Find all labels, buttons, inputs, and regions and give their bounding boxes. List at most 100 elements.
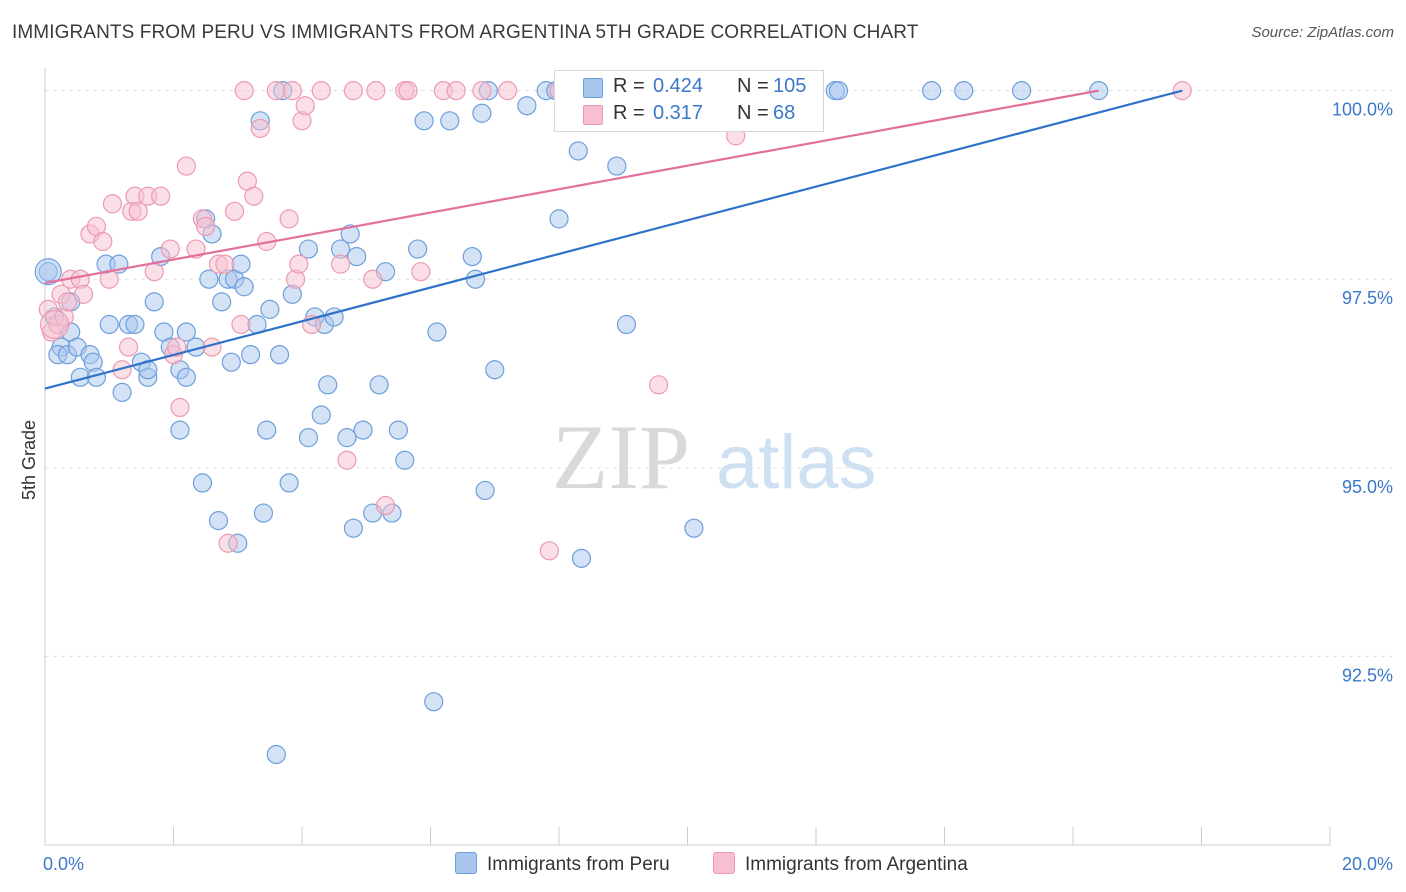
point-peru	[549, 209, 569, 229]
point-argentina	[343, 81, 363, 101]
point-peru	[517, 96, 537, 116]
point-peru	[414, 111, 434, 131]
point-argentina	[411, 262, 431, 282]
point-peru	[462, 246, 482, 267]
watermark-atlas: atlas	[716, 420, 877, 505]
chart-title: IMMIGRANTS FROM PERU VS IMMIGRANTS FROM …	[12, 22, 919, 43]
watermark: ZIP atlas	[552, 406, 877, 508]
point-peru	[253, 503, 274, 523]
bottom-legend-peru[interactable]: Immigrants from Peru	[455, 852, 670, 876]
point-argentina	[366, 81, 386, 101]
bottom-legend-label-argentina: Immigrants from Argentina	[745, 854, 968, 875]
point-argentina	[196, 216, 216, 237]
point-argentina	[151, 186, 171, 206]
point-argentina	[266, 81, 286, 101]
point-peru	[472, 103, 492, 123]
point-argentina	[215, 254, 235, 274]
point-peru	[170, 420, 190, 440]
point-peru	[337, 428, 357, 448]
point-argentina	[363, 269, 383, 289]
point-peru	[176, 367, 196, 387]
source-credit: Source: ZipAtlas.com	[1251, 24, 1394, 41]
point-peru	[440, 111, 460, 131]
point-argentina	[57, 292, 78, 312]
point-peru	[353, 420, 373, 440]
point-peru	[347, 246, 367, 267]
point-argentina	[498, 81, 518, 101]
point-peru	[208, 511, 229, 531]
point-peru	[99, 314, 119, 335]
point-peru	[424, 692, 444, 712]
point-argentina	[38, 299, 58, 319]
point-argentina	[279, 209, 299, 229]
point-argentina	[73, 284, 94, 304]
point-argentina	[144, 262, 164, 282]
legend-row-argentina: R = 0.317 N = 68	[555, 100, 823, 128]
point-argentina	[472, 81, 492, 101]
point-argentina	[118, 337, 139, 357]
point-peru	[616, 314, 637, 335]
legend-n-label: N =	[737, 75, 769, 97]
point-peru	[298, 239, 319, 259]
point-peru	[395, 450, 415, 470]
point-peru	[192, 473, 213, 493]
point-argentina	[40, 309, 70, 340]
point-argentina	[244, 186, 264, 206]
point-argentina	[250, 118, 270, 138]
point-argentina	[102, 194, 123, 214]
legend-r-value: 0.424	[653, 75, 704, 97]
tick-labels: 100.0% 97.5% 95.0% 92.5% 0.0% 20.0%	[43, 100, 1393, 874]
bottom-legend-argentina[interactable]: Immigrants from Argentina	[713, 852, 968, 876]
trend-line-argentina	[44, 89, 1099, 285]
point-peru	[568, 141, 588, 161]
point-argentina	[446, 81, 466, 101]
point-argentina	[231, 314, 251, 335]
point-peru	[199, 269, 219, 289]
point-argentina	[375, 495, 396, 516]
legend-n-value: 68	[773, 102, 796, 124]
point-argentina	[218, 533, 238, 553]
legend-swatch-peru	[583, 78, 603, 98]
bottom-legend-label-peru: Immigrants from Peru	[487, 854, 670, 875]
trend-lines	[44, 89, 1183, 390]
legend-r-label: R =	[613, 102, 645, 124]
point-peru	[408, 239, 428, 259]
y-tick-label: 100.0%	[1332, 100, 1393, 120]
watermark-zip: ZIP	[552, 406, 690, 508]
point-peru	[241, 345, 261, 365]
point-peru	[318, 375, 338, 395]
point-peru	[221, 352, 241, 372]
bottom-legend-swatch-peru	[455, 852, 477, 874]
legend-n-value: 105	[773, 75, 807, 97]
point-peru	[257, 420, 277, 440]
point-argentina	[539, 541, 559, 561]
point-argentina	[234, 81, 254, 101]
legend-r-value: 0.317	[653, 102, 704, 124]
point-argentina	[160, 239, 180, 259]
point-argentina	[176, 156, 196, 176]
point-peru	[125, 314, 145, 335]
point-argentina	[337, 450, 357, 470]
point-argentina	[289, 254, 309, 274]
point-peru	[311, 405, 331, 425]
point-peru	[340, 224, 360, 244]
point-argentina	[170, 397, 190, 418]
legend-n-label: N =	[737, 102, 769, 124]
legend-swatch-argentina	[583, 105, 603, 125]
x-tick-label-min: 0.0%	[43, 854, 84, 874]
point-argentina	[224, 201, 245, 221]
y-axis-label: 5th Grade	[19, 420, 39, 500]
point-argentina	[648, 375, 669, 395]
point-peru	[112, 382, 132, 402]
point-peru	[684, 518, 704, 538]
point-argentina	[128, 201, 148, 221]
point-peru	[34, 258, 62, 286]
point-peru	[828, 81, 849, 101]
point-peru	[298, 428, 319, 448]
point-argentina	[398, 81, 418, 101]
point-peru	[1011, 81, 1032, 101]
point-peru	[922, 81, 942, 101]
point-peru	[260, 299, 280, 319]
point-peru	[343, 518, 363, 538]
